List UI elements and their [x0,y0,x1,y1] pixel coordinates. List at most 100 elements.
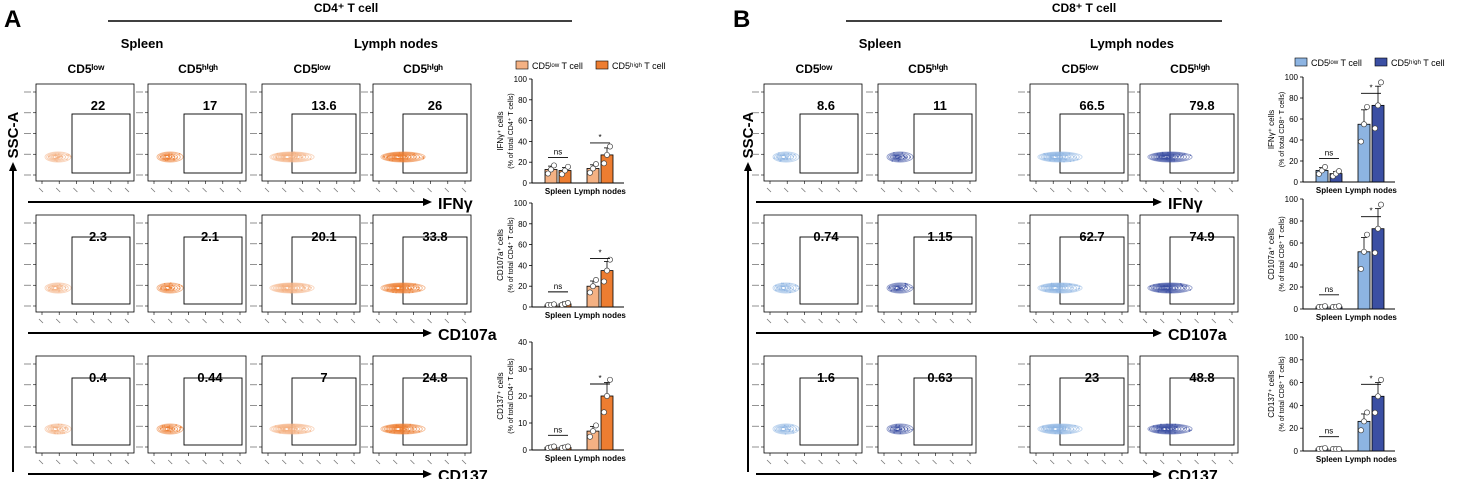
data-point [593,161,599,168]
x-tick-label [202,318,207,324]
event-dot [173,159,175,161]
gate-percentage: 0.63 [927,370,952,385]
event-dot [392,157,394,160]
legend-swatch-high [1374,57,1388,67]
event-dot [900,428,903,431]
y-tick-label: 20 [1289,157,1298,166]
data-point [562,167,568,174]
event-dot [1056,156,1059,158]
flow-plot-frame [877,83,977,182]
event-dot [1072,159,1075,162]
contour-line [382,283,423,293]
event-dot [899,432,902,434]
event-dot [1052,428,1055,430]
event-dot [64,427,66,429]
event-dot [1169,428,1171,430]
event-dot [166,157,168,159]
event-dot [278,430,280,433]
x-tick-label [1159,459,1165,465]
x-tick-label [1067,187,1072,193]
x-tick-label [350,318,356,324]
event-dot [52,426,55,428]
event-dot [788,282,791,285]
x-tick-label [461,459,467,465]
x-tick-label [1101,318,1107,324]
data-point [1378,201,1384,208]
gate [71,377,131,446]
event-dot [1063,157,1066,160]
event-dot [1044,429,1047,432]
data-point [565,299,571,306]
marker-axis-arrow [1153,329,1162,337]
event-dot [895,156,898,158]
data-point [1364,231,1370,238]
event-dot [889,429,892,432]
gate-percentage: 26 [428,98,442,113]
event-dot [401,428,404,430]
event-dot [1074,284,1076,287]
event-dot [160,287,163,290]
y-tick-label: 80 [1289,356,1298,365]
contour-line [886,423,914,435]
event-dot [297,157,300,160]
event-dot [395,287,397,290]
event-dot [170,282,172,284]
event-dot [402,426,404,429]
legend-swatch-low [1294,57,1308,67]
contour-line [1154,284,1182,292]
gate-percentage: 20.1 [311,229,336,244]
event-dot [168,285,171,287]
x-tick-label [461,187,467,193]
event-dot [906,427,909,430]
event-dot [56,287,58,289]
flow-plot-frame [35,83,135,182]
event-dot [287,284,289,287]
event-dot [794,284,797,286]
event-dot [168,425,171,427]
event-dot [161,426,164,429]
x-tick-label [264,459,270,465]
event-dot [1164,428,1167,430]
significance-label: * [1369,83,1372,92]
event-dot [1052,288,1054,291]
event-dot [287,428,290,430]
y-axis-label: IFNγ⁺ cells [1267,110,1276,149]
gate-percentage: 13.6 [311,98,336,113]
data-point [1361,248,1367,255]
event-dot [904,284,907,287]
flow-plot: 20.1 [250,214,361,324]
event-dot [1174,429,1176,431]
bar [600,395,614,451]
event-dot [1179,282,1182,285]
event-dot [1059,428,1061,430]
gate [291,113,357,174]
event-dot [178,285,181,288]
event-dot [411,428,414,430]
event-dot [1174,288,1177,290]
y-tick-label: 100 [514,75,528,84]
x-tick-label: Lymph nodes [574,311,626,320]
bar-chart: 0 20 40 60 80 100 CD137⁺ cells (% of total CD8⁺… [1267,333,1397,464]
event-dot [48,289,50,292]
x-tick-label [801,318,806,324]
contour-line [1150,424,1188,434]
contour-line [1037,151,1083,163]
event-dot [59,287,62,290]
event-dot [282,284,284,287]
bar [1371,104,1385,183]
y-axis-label: CD107a⁺ cells [1267,228,1276,280]
ssc-axis-arrow [744,162,752,171]
event-dot [1049,289,1052,291]
x-tick-label [299,318,304,324]
gate [799,113,859,174]
contour-line [1037,423,1083,435]
event-dot [1057,428,1059,431]
event-dot [1043,152,1045,155]
contour-line [1150,152,1188,162]
y-tick-label: 40 [518,338,527,347]
panel-letter: A [4,6,21,33]
event-dot [780,282,783,285]
event-dot [56,429,59,431]
event-dot [786,157,789,160]
x-tick-label [1177,187,1182,193]
